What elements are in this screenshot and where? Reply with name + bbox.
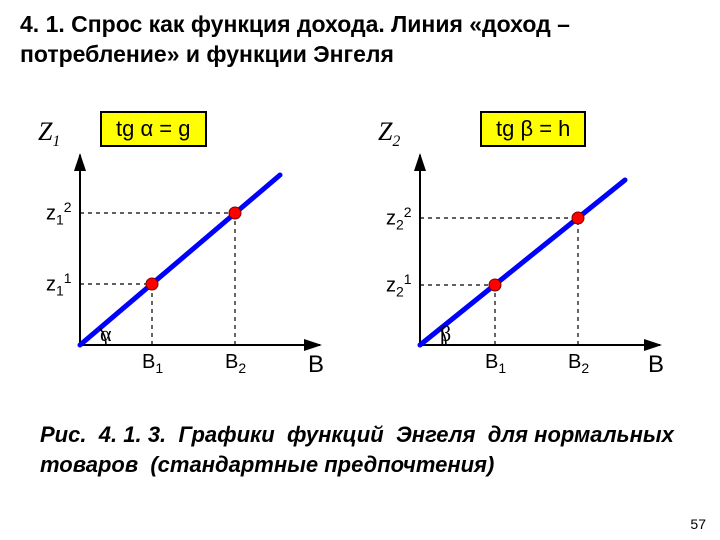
left-xtick-2: B2	[225, 351, 246, 376]
right-angle-label: β	[440, 321, 451, 347]
right-chart: Z2 tg β = h z22 z21 β B1 B2 B	[380, 115, 690, 375]
slide: 4. 1. Спрос как функция дохода. Линия «д…	[0, 0, 720, 540]
right-xtick-1: B1	[485, 351, 506, 376]
left-chart: Z1 tg α = g z12 z11 α B1 B2 B	[40, 115, 350, 375]
right-ytick-2: z22	[386, 204, 412, 233]
left-xtick-B: B	[308, 351, 324, 379]
page-title: 4. 1. Спрос как функция дохода. Линия «д…	[20, 10, 700, 70]
left-equation-box: tg α = g	[100, 111, 207, 147]
left-ytick-2: z12	[46, 199, 72, 228]
left-ytick-1: z11	[46, 270, 72, 299]
figure-caption: Рис. 4. 1. 3. Графики функций Энгеля для…	[40, 420, 680, 479]
right-xtick-B: B	[648, 351, 664, 379]
left-angle-label: α	[100, 321, 112, 347]
right-ytick-1: z21	[386, 271, 412, 300]
page-number: 57	[690, 516, 706, 532]
left-chart-svg	[40, 145, 340, 375]
right-equation-box: tg β = h	[480, 111, 586, 147]
right-xtick-2: B2	[568, 351, 589, 376]
right-chart-svg	[380, 145, 680, 375]
left-xtick-1: B1	[142, 351, 163, 376]
